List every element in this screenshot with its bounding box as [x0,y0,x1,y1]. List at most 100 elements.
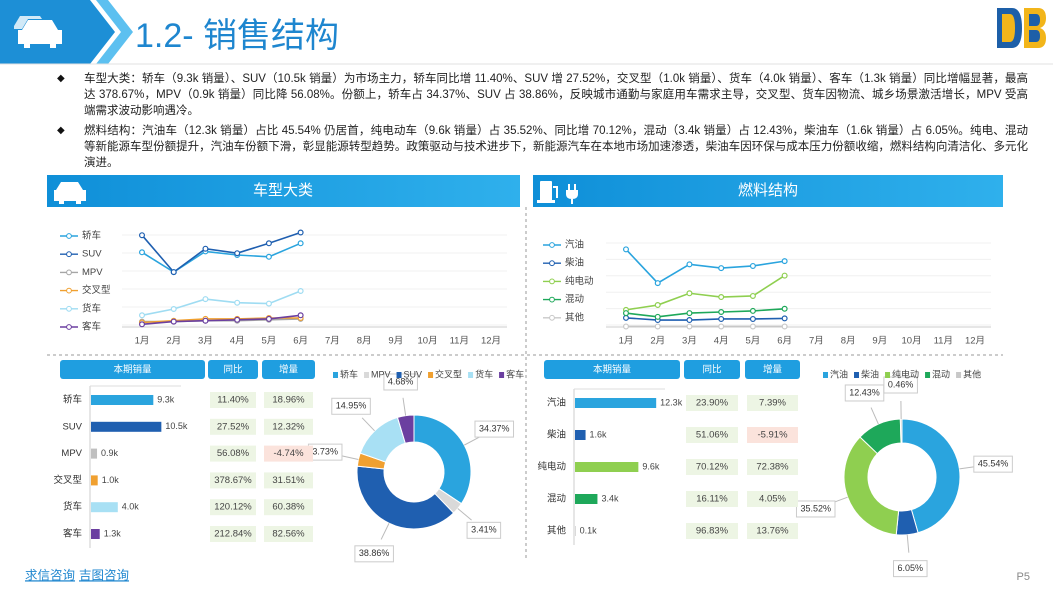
point [202,245,209,252]
pie-slice [413,414,472,505]
bar-label: 4.0k [122,502,140,512]
legend-marker [549,242,555,248]
data-label: 38.86% [359,548,390,558]
table-cell [264,392,313,408]
header-cell [544,360,680,379]
bullet-mark: ◆ [57,73,65,84]
footer-link[interactable]: 吉图咨询 [79,567,129,582]
label-box [474,420,515,438]
cell-text: 72.38% [756,462,789,473]
legend-label: 轿车 [340,368,358,379]
point [654,302,661,309]
row-label: 客车 [63,528,82,540]
bar [575,398,657,408]
point [781,315,788,322]
bar [91,529,100,539]
x-tick-label: 12月 [481,336,501,347]
legend-label: 纯电动 [892,368,919,379]
cell-text: 212.84% [214,529,252,540]
x-tick-label: 7月 [809,336,824,347]
row-label: 柴油 [547,429,566,441]
section-icon [54,182,86,204]
table-cell [747,523,798,539]
legend-label: 货车 [82,302,101,314]
series-line [141,314,301,326]
header-cell [60,360,205,379]
point [749,292,756,299]
legend-label: MPV [82,267,103,278]
row-label: 汽油 [547,397,566,409]
cell-text: 31.51% [272,475,305,486]
leader-line [906,534,910,553]
bar [91,475,98,486]
data-label: 45.54% [978,459,1009,469]
legend-swatch [333,372,338,378]
row-label: 货车 [63,501,82,513]
pie-slice [901,418,961,534]
table-cell [264,499,313,516]
legend-label: SUV [82,249,102,260]
legend-marker [549,278,555,285]
point [265,253,272,260]
header-cell [745,360,800,379]
cell-text: 4.05% [759,494,786,505]
row-label: 其他 [547,525,567,537]
cell-text: 16.11% [696,494,728,505]
cell-text: 82.56% [272,529,305,540]
pie-slice [396,414,415,444]
table-cell [210,499,256,516]
point [202,317,209,324]
point [139,232,146,239]
data-label: 34.37% [479,423,510,433]
legend-swatch [428,372,434,378]
bar-label: 10.5k [165,421,188,431]
row-label: SUV [62,421,82,432]
point [686,290,693,297]
cell-text: 378.67% [214,475,252,486]
point [234,299,241,306]
cell-text: 96.83% [696,526,729,537]
point [749,315,756,322]
bar [575,526,576,536]
bar [91,395,154,405]
x-tick-label: 8月 [841,336,856,347]
legend-label: 轿车 [82,230,101,242]
label-box [354,545,394,563]
row-label: 混动 [547,494,566,505]
leader-line [402,397,407,416]
footer-link[interactable]: 求信咨询 [25,567,75,582]
table-cell [686,491,738,507]
table-cell [747,427,798,443]
label-box [893,560,928,578]
point [139,249,146,256]
table-cell [264,445,313,462]
legend-swatch [823,372,828,378]
x-tick-label: 12月 [965,336,985,347]
section-title: 车型大类 [253,182,313,199]
header-label: 同比 [702,364,721,376]
label-box [466,521,502,539]
cell-text: 13.76% [756,526,789,537]
table-cell [210,526,256,542]
point [170,318,177,325]
data-label: 3.73% [312,446,338,456]
pie-slice [359,416,406,463]
cell-text: -4.74% [273,448,304,459]
legend-label: 汽油 [830,368,848,379]
legend-label: SUV [404,369,423,379]
header-cell [208,360,258,379]
x-tick-label: 6月 [293,336,308,347]
leader-line [361,417,375,432]
pie-slice [843,436,900,536]
x-tick-label: 4月 [230,336,245,347]
series-line [141,290,301,317]
series-line [625,317,785,321]
legend-marker [66,269,72,276]
legend-label: 客车 [82,321,101,333]
x-tick-label: 3月 [198,336,213,347]
bar [91,448,98,459]
point [686,317,693,324]
legend-label: 其他 [565,311,585,323]
x-tick-label: 3月 [682,336,697,347]
